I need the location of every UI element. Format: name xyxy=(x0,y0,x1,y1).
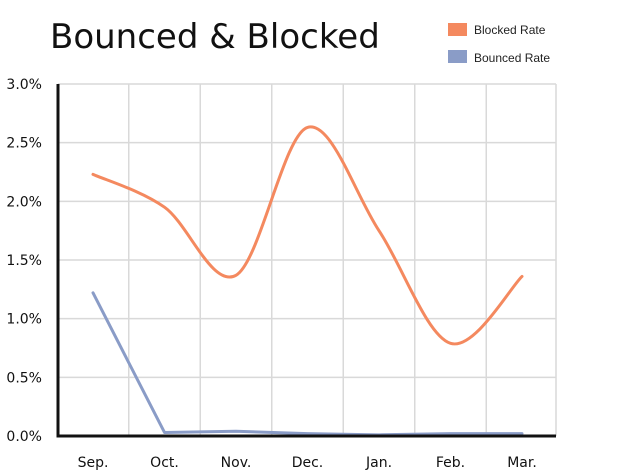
x-tick-label: Sep. xyxy=(78,455,109,471)
y-tick-label: 2.0% xyxy=(6,194,42,210)
y-tick-label: 2.5% xyxy=(6,136,42,152)
legend-swatch-bounced xyxy=(448,50,467,63)
y-tick-label: 0.5% xyxy=(6,370,42,386)
x-axis-ticks: Sep. Oct. Nov. Dec. Jan. Feb. Mar. xyxy=(78,455,537,471)
x-tick-label: Feb. xyxy=(436,455,465,471)
y-tick-label: 1.0% xyxy=(6,312,42,328)
legend-item-bounced: Bounced Rate xyxy=(448,50,550,65)
series-line-bounced-rate xyxy=(91,291,524,437)
y-tick-label: 0.0% xyxy=(6,429,42,445)
series-lines xyxy=(91,125,524,437)
x-tick-label: Oct. xyxy=(150,455,179,471)
x-tick-label: Mar. xyxy=(507,455,537,471)
chart-title: Bounced & Blocked xyxy=(50,17,380,57)
axes xyxy=(56,84,556,438)
x-tick-label: Dec. xyxy=(292,455,324,471)
legend-item-blocked: Blocked Rate xyxy=(448,23,546,37)
legend-label-bounced: Bounced Rate xyxy=(474,51,550,65)
y-tick-label: 3.0% xyxy=(6,77,42,93)
series-line-blocked-rate xyxy=(91,125,524,346)
legend: Blocked Rate Bounced Rate xyxy=(448,23,550,65)
legend-label-blocked: Blocked Rate xyxy=(474,23,546,37)
x-tick-label: Nov. xyxy=(221,455,252,471)
y-axis-ticks: 0.0% 0.5% 1.0% 1.5% 2.0% 2.5% 3.0% xyxy=(6,77,42,445)
legend-swatch-blocked xyxy=(448,23,467,36)
x-tick-label: Jan. xyxy=(365,455,392,471)
y-tick-label: 1.5% xyxy=(6,253,42,269)
gridlines xyxy=(58,83,557,436)
